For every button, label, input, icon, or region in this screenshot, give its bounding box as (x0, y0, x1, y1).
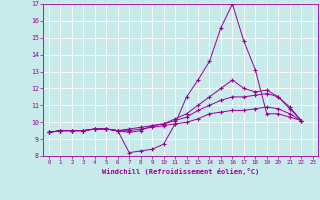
X-axis label: Windchill (Refroidissement éolien,°C): Windchill (Refroidissement éolien,°C) (102, 168, 260, 175)
